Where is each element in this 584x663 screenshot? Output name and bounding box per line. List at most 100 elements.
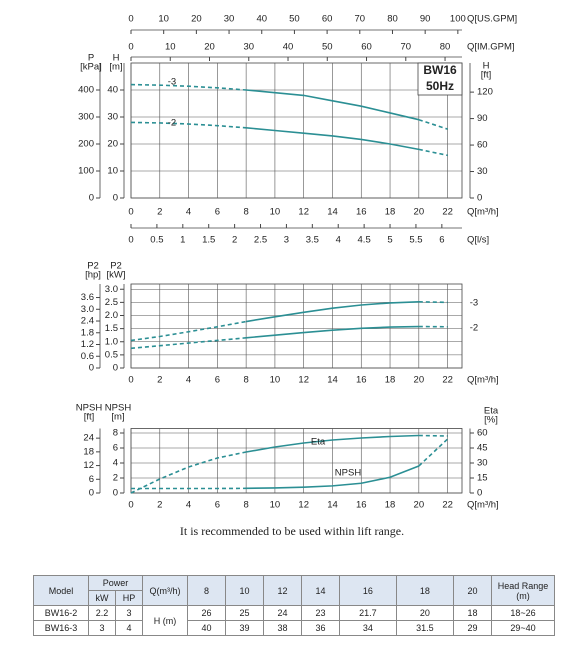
y2-tick-label: 30	[477, 458, 488, 469]
cell: 36	[300, 620, 340, 636]
series-label: -2	[470, 323, 478, 334]
cell: 18~26	[491, 605, 555, 621]
extra-tick-label: 6	[89, 474, 94, 485]
x-tick-label: 16	[356, 500, 367, 511]
series-line	[246, 325, 419, 339]
axis-unit: [ft]	[84, 412, 95, 423]
annotation: 50Hz	[426, 79, 454, 93]
extra-tick-label: 20	[204, 42, 215, 53]
y2-tick-label: 120	[477, 87, 493, 98]
extra-tick-label: 4.5	[358, 235, 371, 246]
th: 16	[338, 575, 397, 606]
series-line	[246, 127, 419, 151]
cell: BW16-2	[33, 605, 89, 621]
series-line	[130, 337, 247, 350]
extra-tick-label: 0.6	[81, 351, 94, 362]
extra-tick-label: 1	[180, 235, 185, 246]
extra-tick-label: 2	[232, 235, 237, 246]
x-tick-label: 4	[186, 500, 191, 511]
charts: 0 2 4 6 8 10 12 14 16 18 20 22 Q[m³/h]010203040H[m]0…	[76, 14, 517, 511]
axis-title: Q[m³/h]	[467, 500, 499, 511]
y-tick-label: 30	[107, 112, 118, 123]
extra-tick-label: 50	[322, 42, 333, 53]
th: kW	[88, 590, 116, 606]
th: 14	[300, 575, 340, 606]
plot-area	[130, 62, 463, 199]
series-line	[246, 301, 419, 323]
axis-unit: [kW]	[107, 270, 126, 281]
th: 10	[224, 575, 264, 606]
extra-tick-label: 10	[165, 42, 176, 53]
cell: H (m)	[142, 605, 188, 636]
series-line	[418, 438, 449, 467]
extra-tick-label: 80	[387, 14, 398, 25]
extra-tick-label: 80	[440, 42, 451, 53]
x-tick-label: 12	[298, 375, 309, 386]
extra-tick-label: 400	[78, 85, 94, 96]
y-tick-label: 0.5	[105, 349, 118, 360]
axis-title: NPSH	[105, 403, 132, 414]
x-tick-label: 0	[128, 375, 133, 386]
y2-tick-label: 15	[477, 473, 488, 484]
axis-title: NPSH	[76, 403, 103, 414]
series-label: -3	[168, 77, 176, 88]
th: Q(m³/h)	[142, 575, 188, 606]
series-line	[246, 465, 420, 490]
x-tick-label: 16	[356, 207, 367, 218]
x-tick-label: 10	[270, 500, 281, 511]
y-tick-label: 10	[107, 166, 118, 177]
extra-tick-label: 200	[78, 139, 94, 150]
axis-title: H	[113, 53, 120, 64]
th: Head Range (m)	[491, 575, 555, 606]
extra-tick-label: 50	[289, 14, 300, 25]
x-tick-label: 4	[186, 375, 191, 386]
extra-tick-label: 5	[387, 235, 392, 246]
y-tick-label: 8	[113, 428, 118, 439]
series-line	[130, 451, 247, 494]
extra-tick-label: 10	[158, 14, 169, 25]
y2-tick-label: 60	[477, 140, 488, 151]
cell: 40	[187, 620, 226, 636]
x-tick-label: 16	[356, 375, 367, 386]
axis-unit: [hp]	[85, 270, 101, 281]
extra-tick-label: 3.0	[81, 304, 94, 315]
extra-tick-label: 30	[243, 42, 254, 53]
extra-tick-label: 0	[89, 363, 94, 374]
extra-tick-label: 2.5	[254, 235, 267, 246]
y-tick-label: 6	[113, 443, 118, 454]
cell: 4	[115, 620, 143, 636]
cell: 26	[187, 605, 226, 621]
x-tick-label: 22	[442, 207, 453, 218]
axis-title: Q[IM.GPM]	[467, 42, 515, 53]
extra-tick-label: 70	[400, 42, 411, 53]
y-tick-label: 40	[107, 85, 118, 96]
y2-tick-label: 0	[477, 193, 482, 204]
annotation: BW16	[423, 63, 457, 77]
cell: 20	[395, 605, 454, 621]
cell: 25	[224, 605, 264, 621]
series-label: -2	[168, 118, 176, 129]
x-tick-label: 20	[414, 207, 425, 218]
x-tick-label: 2	[157, 500, 162, 511]
extra-tick-label: 40	[283, 42, 294, 53]
cell: 29	[452, 620, 493, 636]
x-tick-label: 10	[270, 375, 281, 386]
extra-tick-label: 3.5	[306, 235, 319, 246]
extra-tick-label: 1.8	[81, 327, 94, 338]
extra-tick-label: 1.2	[81, 339, 94, 350]
extra-tick-label: 60	[322, 14, 333, 25]
extra-tick-label: 12	[83, 460, 94, 471]
x-tick-label: 8	[243, 207, 248, 218]
x-tick-label: 6	[215, 207, 220, 218]
y-tick-label: 0	[113, 363, 118, 374]
series-label: -3	[470, 298, 478, 309]
th: 20	[452, 575, 493, 606]
axis-unit: [ft]	[481, 70, 492, 81]
series-line	[246, 89, 420, 121]
th: Model	[33, 575, 89, 606]
extra-tick-label: 100	[78, 166, 94, 177]
y-tick-label: 2	[113, 473, 118, 484]
extra-tick-label: 0	[128, 42, 133, 53]
th: HP	[115, 590, 143, 606]
x-tick-label: 20	[414, 500, 425, 511]
